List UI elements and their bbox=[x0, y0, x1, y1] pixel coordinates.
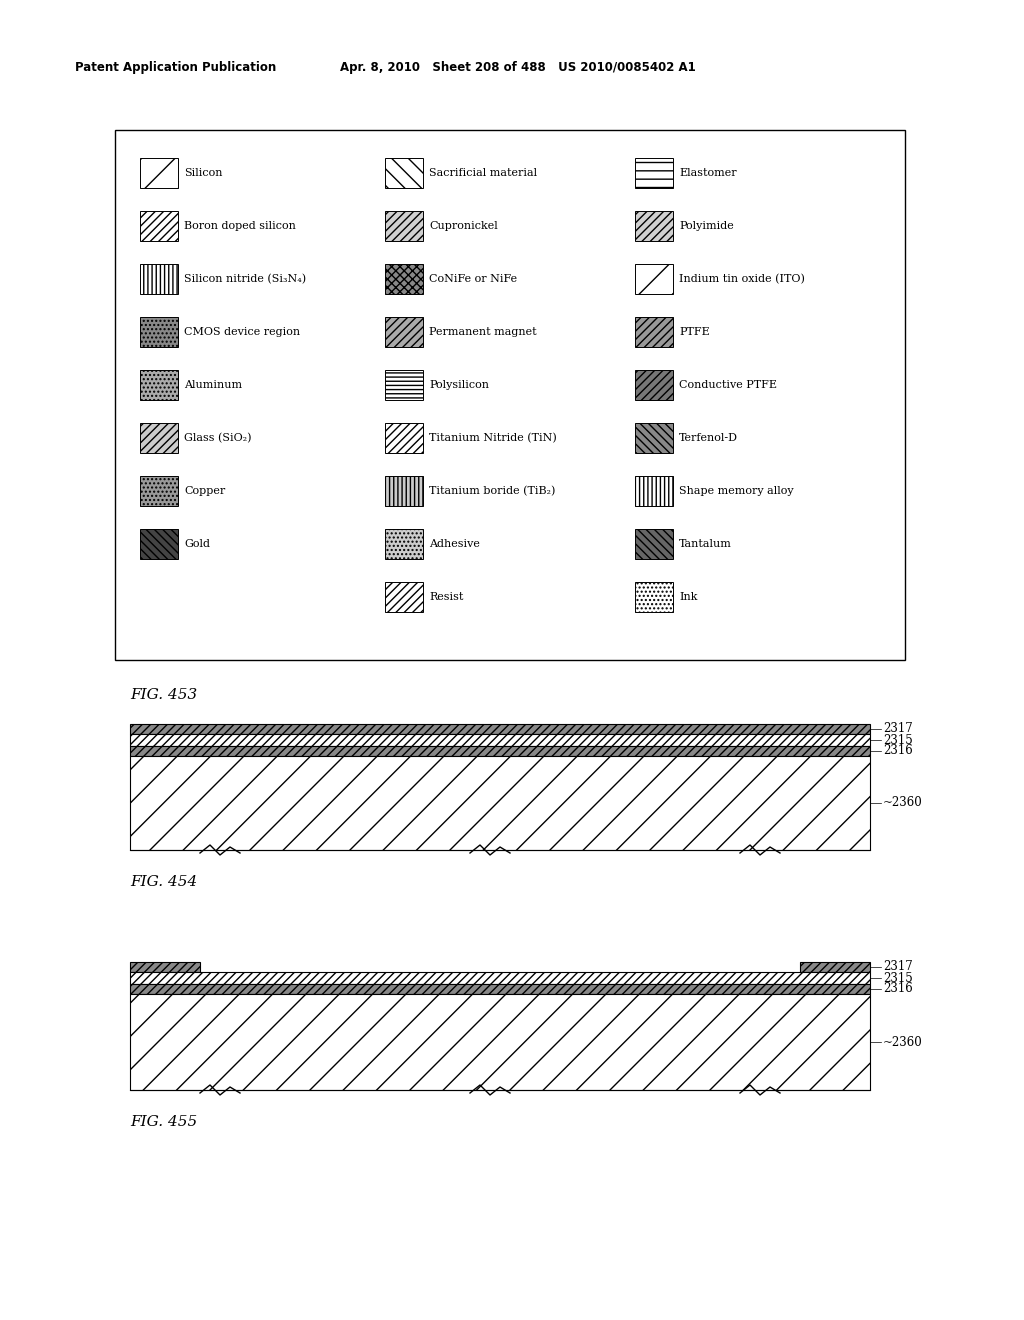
Bar bbox=[140, 317, 178, 347]
Bar bbox=[140, 211, 178, 242]
Bar bbox=[140, 370, 178, 400]
Bar bbox=[140, 529, 178, 558]
Text: Titanium Nitride (TiN): Titanium Nitride (TiN) bbox=[429, 433, 557, 444]
Text: PTFE: PTFE bbox=[679, 327, 710, 337]
Text: CMOS device region: CMOS device region bbox=[184, 327, 300, 337]
Bar bbox=[385, 211, 423, 242]
Bar bbox=[130, 734, 870, 746]
Text: FIG. 453: FIG. 453 bbox=[130, 688, 198, 702]
Text: FIG. 454: FIG. 454 bbox=[130, 875, 198, 888]
Bar bbox=[130, 972, 870, 983]
Bar bbox=[385, 477, 423, 506]
Text: Resist: Resist bbox=[429, 591, 464, 602]
Text: Glass (SiO₂): Glass (SiO₂) bbox=[184, 433, 252, 444]
Bar bbox=[130, 746, 870, 756]
Text: Ink: Ink bbox=[679, 591, 697, 602]
Text: Cupronickel: Cupronickel bbox=[429, 220, 498, 231]
Text: Apr. 8, 2010   Sheet 208 of 488   US 2010/0085402 A1: Apr. 8, 2010 Sheet 208 of 488 US 2010/00… bbox=[340, 62, 695, 74]
Bar bbox=[635, 529, 673, 558]
Bar bbox=[635, 582, 673, 612]
Bar bbox=[635, 422, 673, 453]
Text: Boron doped silicon: Boron doped silicon bbox=[184, 220, 296, 231]
Text: Gold: Gold bbox=[184, 539, 210, 549]
Text: Aluminum: Aluminum bbox=[184, 380, 242, 389]
Text: 2316: 2316 bbox=[883, 982, 912, 995]
Text: 2315: 2315 bbox=[883, 972, 912, 985]
Text: Polysilicon: Polysilicon bbox=[429, 380, 489, 389]
Bar bbox=[140, 158, 178, 187]
Bar bbox=[115, 129, 905, 660]
Bar bbox=[800, 962, 870, 972]
Text: Elastomer: Elastomer bbox=[679, 168, 736, 178]
Text: Shape memory alloy: Shape memory alloy bbox=[679, 486, 794, 496]
Text: Silicon nitride (Si₃N₄): Silicon nitride (Si₃N₄) bbox=[184, 273, 306, 284]
Bar bbox=[635, 158, 673, 187]
Bar bbox=[385, 317, 423, 347]
Bar bbox=[130, 756, 870, 850]
Text: Patent Application Publication: Patent Application Publication bbox=[75, 62, 276, 74]
Bar bbox=[130, 994, 870, 1090]
Bar bbox=[385, 264, 423, 294]
Text: 2317: 2317 bbox=[883, 722, 912, 735]
Bar bbox=[635, 370, 673, 400]
Text: Permanent magnet: Permanent magnet bbox=[429, 327, 537, 337]
Bar bbox=[130, 723, 870, 734]
Text: Conductive PTFE: Conductive PTFE bbox=[679, 380, 777, 389]
Text: Copper: Copper bbox=[184, 486, 225, 496]
Text: Tantalum: Tantalum bbox=[679, 539, 732, 549]
Text: 2315: 2315 bbox=[883, 734, 912, 747]
Text: Terfenol-D: Terfenol-D bbox=[679, 433, 738, 444]
Bar bbox=[140, 264, 178, 294]
Text: ~2360: ~2360 bbox=[883, 1035, 923, 1048]
Bar bbox=[385, 370, 423, 400]
Text: Indium tin oxide (ITO): Indium tin oxide (ITO) bbox=[679, 273, 805, 284]
Text: Titanium boride (TiB₂): Titanium boride (TiB₂) bbox=[429, 486, 555, 496]
Bar bbox=[635, 264, 673, 294]
Bar bbox=[385, 582, 423, 612]
Bar bbox=[385, 529, 423, 558]
Text: Silicon: Silicon bbox=[184, 168, 222, 178]
Bar bbox=[130, 983, 870, 994]
Bar bbox=[635, 317, 673, 347]
Text: Sacrificial material: Sacrificial material bbox=[429, 168, 538, 178]
Bar bbox=[635, 477, 673, 506]
Text: FIG. 455: FIG. 455 bbox=[130, 1115, 198, 1129]
Text: 2317: 2317 bbox=[883, 961, 912, 974]
Text: ~2360: ~2360 bbox=[883, 796, 923, 809]
Text: Polyimide: Polyimide bbox=[679, 220, 734, 231]
Bar bbox=[130, 962, 200, 972]
Bar bbox=[385, 422, 423, 453]
Bar bbox=[635, 211, 673, 242]
Bar bbox=[140, 477, 178, 506]
Text: Adhesive: Adhesive bbox=[429, 539, 480, 549]
Bar bbox=[385, 158, 423, 187]
Text: CoNiFe or NiFe: CoNiFe or NiFe bbox=[429, 275, 517, 284]
Bar bbox=[140, 422, 178, 453]
Text: 2316: 2316 bbox=[883, 744, 912, 758]
